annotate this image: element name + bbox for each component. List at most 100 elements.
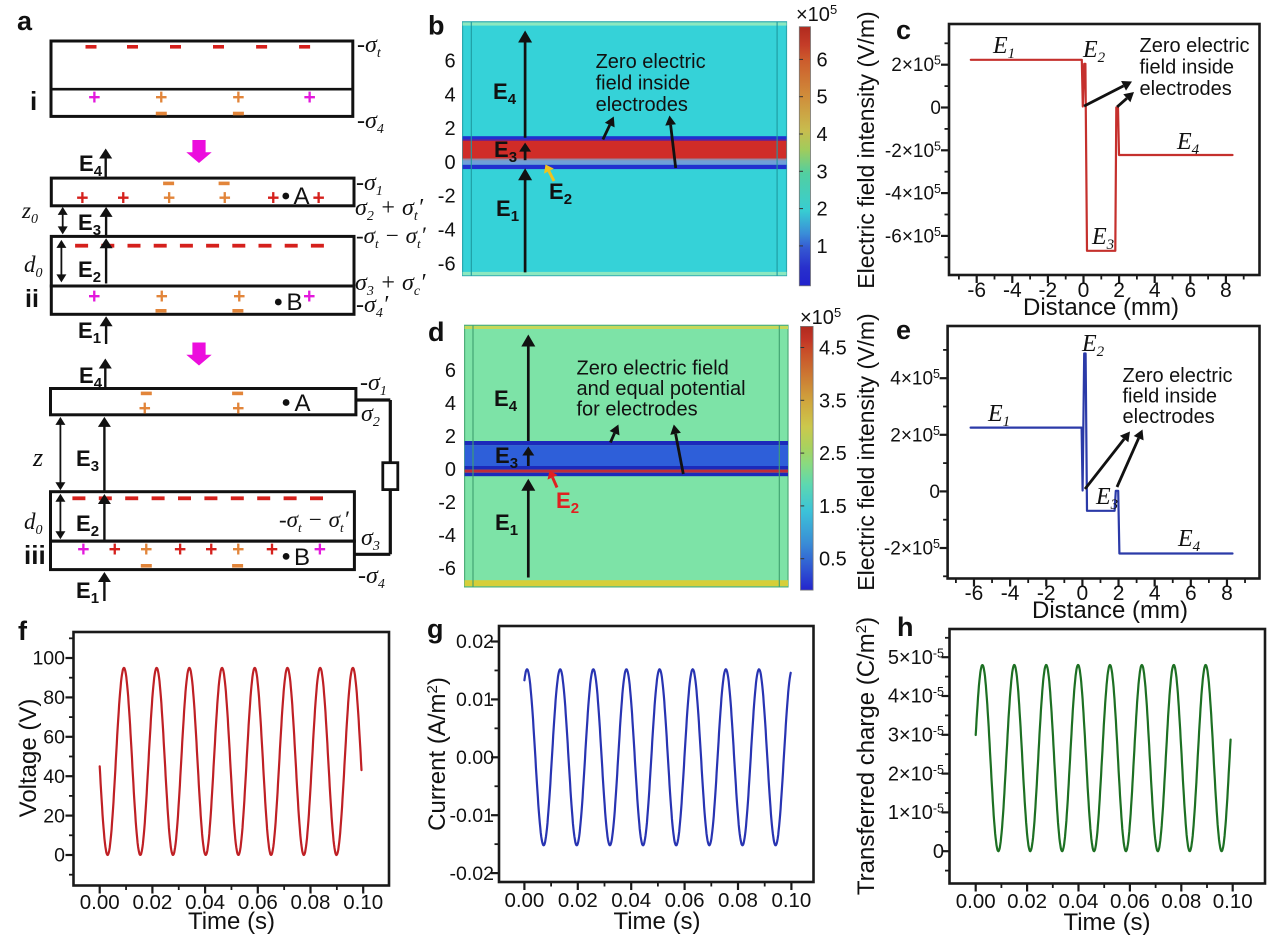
svg-text:B: B xyxy=(294,544,310,571)
svg-text:electrodes: electrodes xyxy=(1140,78,1232,100)
svg-text:h: h xyxy=(897,612,914,642)
svg-text:0.08: 0.08 xyxy=(1161,890,1201,913)
svg-text:3: 3 xyxy=(817,161,828,183)
svg-text:8: 8 xyxy=(1220,279,1232,302)
svg-text:E2​: E2​ xyxy=(78,257,101,286)
svg-text:Time (s): Time (s) xyxy=(613,908,700,935)
svg-text:-2: -2 xyxy=(1039,279,1058,302)
svg-text:-σ4​: -σ4​ xyxy=(358,563,385,592)
svg-text:20: 20 xyxy=(43,805,65,827)
svg-text:60: 60 xyxy=(43,727,65,749)
svg-text:0.08: 0.08 xyxy=(291,891,331,914)
svg-text:0.00: 0.00 xyxy=(80,891,120,914)
svg-text:field inside: field inside xyxy=(1140,57,1235,79)
svg-text:a: a xyxy=(17,6,33,36)
svg-text:5×10-5​: 5×10-5​ xyxy=(888,646,944,669)
svg-text:b: b xyxy=(428,11,445,41)
svg-text:×105​: ×105​ xyxy=(796,2,837,26)
svg-text:Zero electric: Zero electric xyxy=(1123,365,1233,387)
svg-text:3.5: 3.5 xyxy=(819,390,847,412)
svg-text:0: 0 xyxy=(1077,582,1089,605)
svg-text:+: + xyxy=(312,187,324,210)
svg-text:0.08: 0.08 xyxy=(718,889,758,912)
svg-text:Time (s): Time (s) xyxy=(188,908,275,935)
svg-text:0: 0 xyxy=(1078,279,1090,302)
svg-text:0.00: 0.00 xyxy=(456,747,494,769)
svg-text:Transferred charge (C/m2​): Transferred charge (C/m2​) xyxy=(853,617,880,895)
svg-text:-σt​ − σt​′: -σt​ − σt​′ xyxy=(279,507,350,535)
svg-text:-2: -2 xyxy=(438,492,456,514)
svg-text:+: + xyxy=(140,538,152,561)
svg-text:Zero electric field: Zero electric field xyxy=(577,358,729,380)
svg-text:z0​: z0​ xyxy=(21,198,38,227)
svg-text:Electric field intensity (V/m): Electric field intensity (V/m) xyxy=(853,11,879,288)
svg-text:4: 4 xyxy=(817,124,828,146)
svg-text:8: 8 xyxy=(1221,582,1233,605)
svg-text:0.10: 0.10 xyxy=(771,889,811,912)
svg-text:-2: -2 xyxy=(1037,582,1056,605)
svg-text:×105​: ×105​ xyxy=(800,305,841,329)
svg-text:0: 0 xyxy=(933,841,944,863)
svg-text:+: + xyxy=(77,538,89,561)
svg-text:0: 0 xyxy=(929,482,940,503)
svg-text:0.02: 0.02 xyxy=(558,889,598,912)
svg-text:0.02: 0.02 xyxy=(456,631,494,653)
svg-text:0.02: 0.02 xyxy=(1007,890,1047,913)
svg-text:E3​: E3​ xyxy=(1091,224,1114,253)
svg-text:Zero electric: Zero electric xyxy=(1140,35,1250,57)
svg-text:electrodes: electrodes xyxy=(596,94,688,116)
svg-text:+: + xyxy=(205,538,217,561)
svg-text:+: + xyxy=(314,538,326,561)
svg-text:0.04: 0.04 xyxy=(611,889,651,912)
svg-text:0.5: 0.5 xyxy=(819,549,847,571)
svg-text:-4×105​: -4×105​ xyxy=(885,182,941,205)
svg-text:E4​: E4​ xyxy=(1176,129,1200,158)
svg-text:+: + xyxy=(303,285,315,308)
svg-text:e: e xyxy=(896,315,911,345)
svg-text:0.06: 0.06 xyxy=(1110,890,1150,913)
svg-text:σ2​: σ2​ xyxy=(361,401,380,430)
svg-text:6: 6 xyxy=(445,360,456,382)
svg-text:-0.02: -0.02 xyxy=(450,863,494,885)
svg-text:Distance (mm): Distance (mm) xyxy=(1032,597,1188,624)
svg-text:E2​: E2​ xyxy=(1082,37,1106,66)
svg-text:-2×105​: -2×105​ xyxy=(885,139,941,162)
svg-text:field inside: field inside xyxy=(1123,386,1218,408)
svg-text:Zero electric: Zero electric xyxy=(596,51,706,73)
svg-text:σ2​ + σt​′: σ2​ + σt​′ xyxy=(355,195,424,224)
svg-text:g: g xyxy=(427,614,444,644)
svg-text:E1​: E1​ xyxy=(987,401,1010,430)
svg-text:-6: -6 xyxy=(967,279,986,302)
svg-text:-2×105​: -2×105​ xyxy=(884,537,940,560)
svg-text:+: + xyxy=(117,187,129,210)
svg-text:0: 0 xyxy=(930,98,941,119)
svg-text:-0.01: -0.01 xyxy=(450,805,494,827)
svg-text:-σt​: -σt​ xyxy=(357,32,382,61)
svg-text:0.00: 0.00 xyxy=(504,889,544,912)
svg-text:E3​: E3​ xyxy=(1095,484,1118,513)
svg-text:+: + xyxy=(109,538,121,561)
svg-text:σ3​: σ3​ xyxy=(361,525,380,554)
svg-text:iii: iii xyxy=(24,540,46,570)
svg-text:3×10-5​: 3×10-5​ xyxy=(888,724,944,747)
svg-text:2.5: 2.5 xyxy=(819,443,847,465)
svg-text:0.04: 0.04 xyxy=(185,891,225,914)
svg-text:40: 40 xyxy=(43,766,65,788)
svg-text:+: + xyxy=(139,397,151,420)
svg-text:-σ1​: -σ1​ xyxy=(360,370,387,399)
svg-text:electrodes: electrodes xyxy=(1123,406,1215,428)
svg-text:z: z xyxy=(32,443,43,472)
svg-text:field inside: field inside xyxy=(596,73,691,95)
svg-text:-2: -2 xyxy=(438,186,456,208)
svg-text:2×105​: 2×105​ xyxy=(890,424,940,447)
svg-text:i: i xyxy=(30,86,37,116)
svg-text:-4: -4 xyxy=(1003,279,1022,302)
svg-text:2: 2 xyxy=(444,118,455,140)
svg-text:+: + xyxy=(232,538,244,561)
svg-text:d0​: d0​ xyxy=(24,509,43,538)
svg-text:4×10-5​: 4×10-5​ xyxy=(888,685,944,708)
svg-text:4: 4 xyxy=(1149,279,1161,302)
svg-text:2×105​: 2×105​ xyxy=(891,54,941,77)
svg-text:2: 2 xyxy=(1113,279,1125,302)
svg-text:0.02: 0.02 xyxy=(132,891,172,914)
